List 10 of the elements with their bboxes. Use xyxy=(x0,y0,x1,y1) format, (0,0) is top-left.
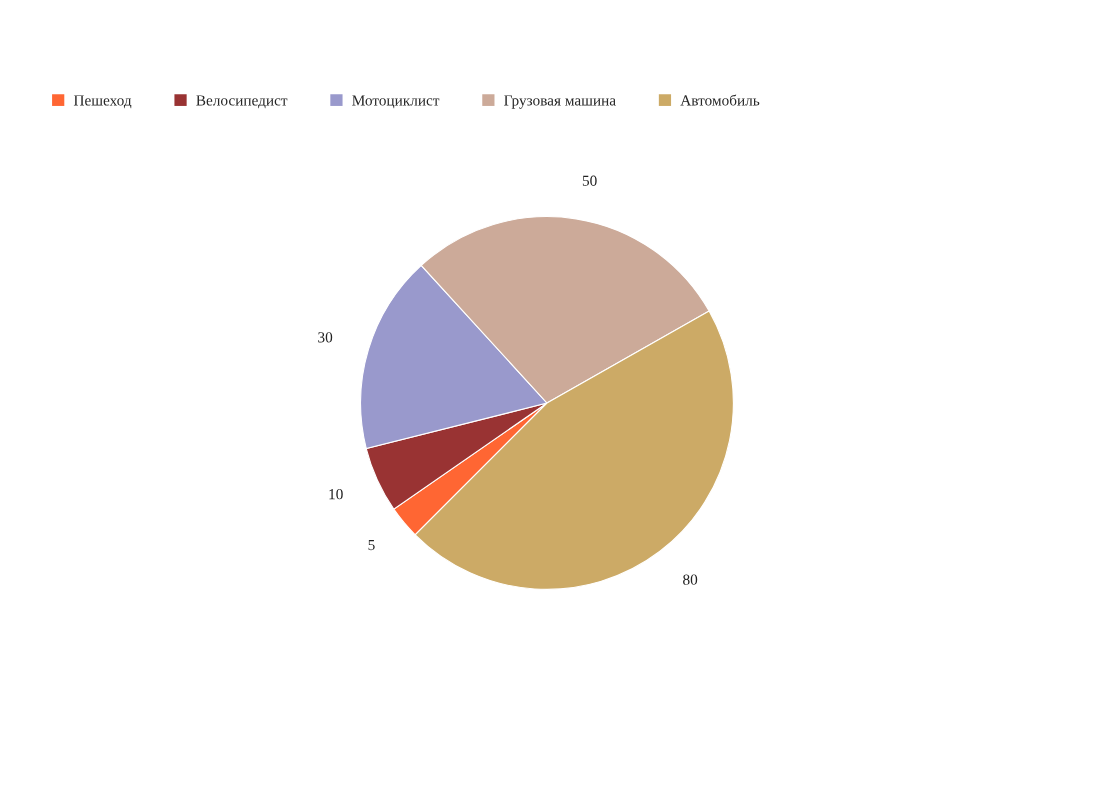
data-label: 50 xyxy=(582,175,597,186)
data-label: 30 xyxy=(318,332,333,343)
legend-label: Мотоциклист xyxy=(352,95,440,109)
data-label: 80 xyxy=(683,574,698,585)
data-label: 10 xyxy=(329,489,343,500)
legend-label: Пешеход xyxy=(73,95,132,109)
legend-label: Автомобиль xyxy=(680,94,760,106)
legend-label: Велосипедист xyxy=(196,95,288,109)
legend-label: Грузовая машина xyxy=(504,95,616,109)
data-label: 5 xyxy=(368,540,375,551)
